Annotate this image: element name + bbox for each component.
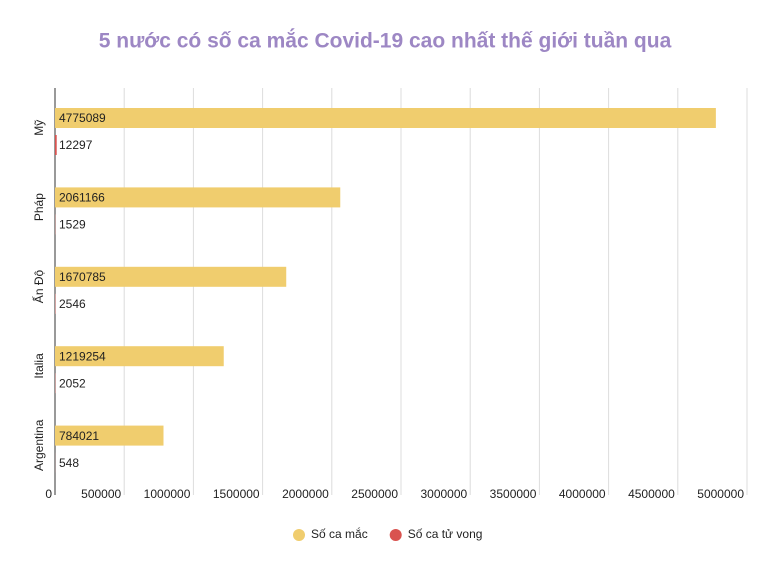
bar bbox=[55, 187, 341, 208]
value-label: 1219254 bbox=[59, 349, 106, 363]
value-label: 548 bbox=[59, 456, 79, 470]
value-label: 784021 bbox=[59, 429, 99, 443]
value-label: 2052 bbox=[59, 376, 86, 390]
legend-swatch bbox=[389, 529, 402, 541]
legend-label: Số ca tử vong bbox=[408, 527, 483, 541]
y-tick-label: Mỹ bbox=[32, 120, 46, 136]
x-tick-label: 2500000 bbox=[351, 487, 398, 501]
bar bbox=[55, 135, 57, 155]
value-label: 1670785 bbox=[59, 270, 106, 284]
x-tick-label: 2000000 bbox=[282, 487, 329, 501]
x-tick-label: 4500000 bbox=[628, 487, 675, 501]
x-tick-label: 500000 bbox=[81, 487, 121, 501]
bar bbox=[55, 346, 224, 367]
y-tick-label: Argentina bbox=[32, 419, 46, 471]
x-tick-label: 0 bbox=[45, 487, 52, 501]
x-tick-label: 1500000 bbox=[213, 487, 260, 501]
value-label: 4775089 bbox=[59, 111, 106, 125]
y-tick-label: Italia bbox=[32, 353, 46, 379]
x-tick-label: 3500000 bbox=[490, 487, 537, 501]
bar bbox=[55, 266, 287, 287]
y-tick-label: Ấn Độ bbox=[31, 270, 46, 304]
x-tick-label: 1000000 bbox=[144, 487, 191, 501]
value-label: 12297 bbox=[59, 138, 93, 152]
value-label: 2546 bbox=[59, 297, 86, 311]
legend-swatch bbox=[293, 529, 305, 541]
bar bbox=[55, 425, 164, 446]
chart-title: 5 nước có số ca mắc Covid-19 cao nhất th… bbox=[99, 29, 672, 53]
value-label: 1529 bbox=[59, 218, 86, 232]
y-tick-label: Pháp bbox=[32, 193, 46, 221]
legend-label: Số ca mắc bbox=[311, 526, 368, 541]
legend: Số ca mắc Số ca tử vong bbox=[293, 526, 482, 541]
bar bbox=[55, 108, 716, 128]
x-tick-label: 4000000 bbox=[559, 487, 606, 501]
x-tick-label: 5000000 bbox=[697, 487, 744, 501]
x-tick-label: 3000000 bbox=[420, 487, 467, 501]
value-label: 2061166 bbox=[59, 191, 105, 205]
